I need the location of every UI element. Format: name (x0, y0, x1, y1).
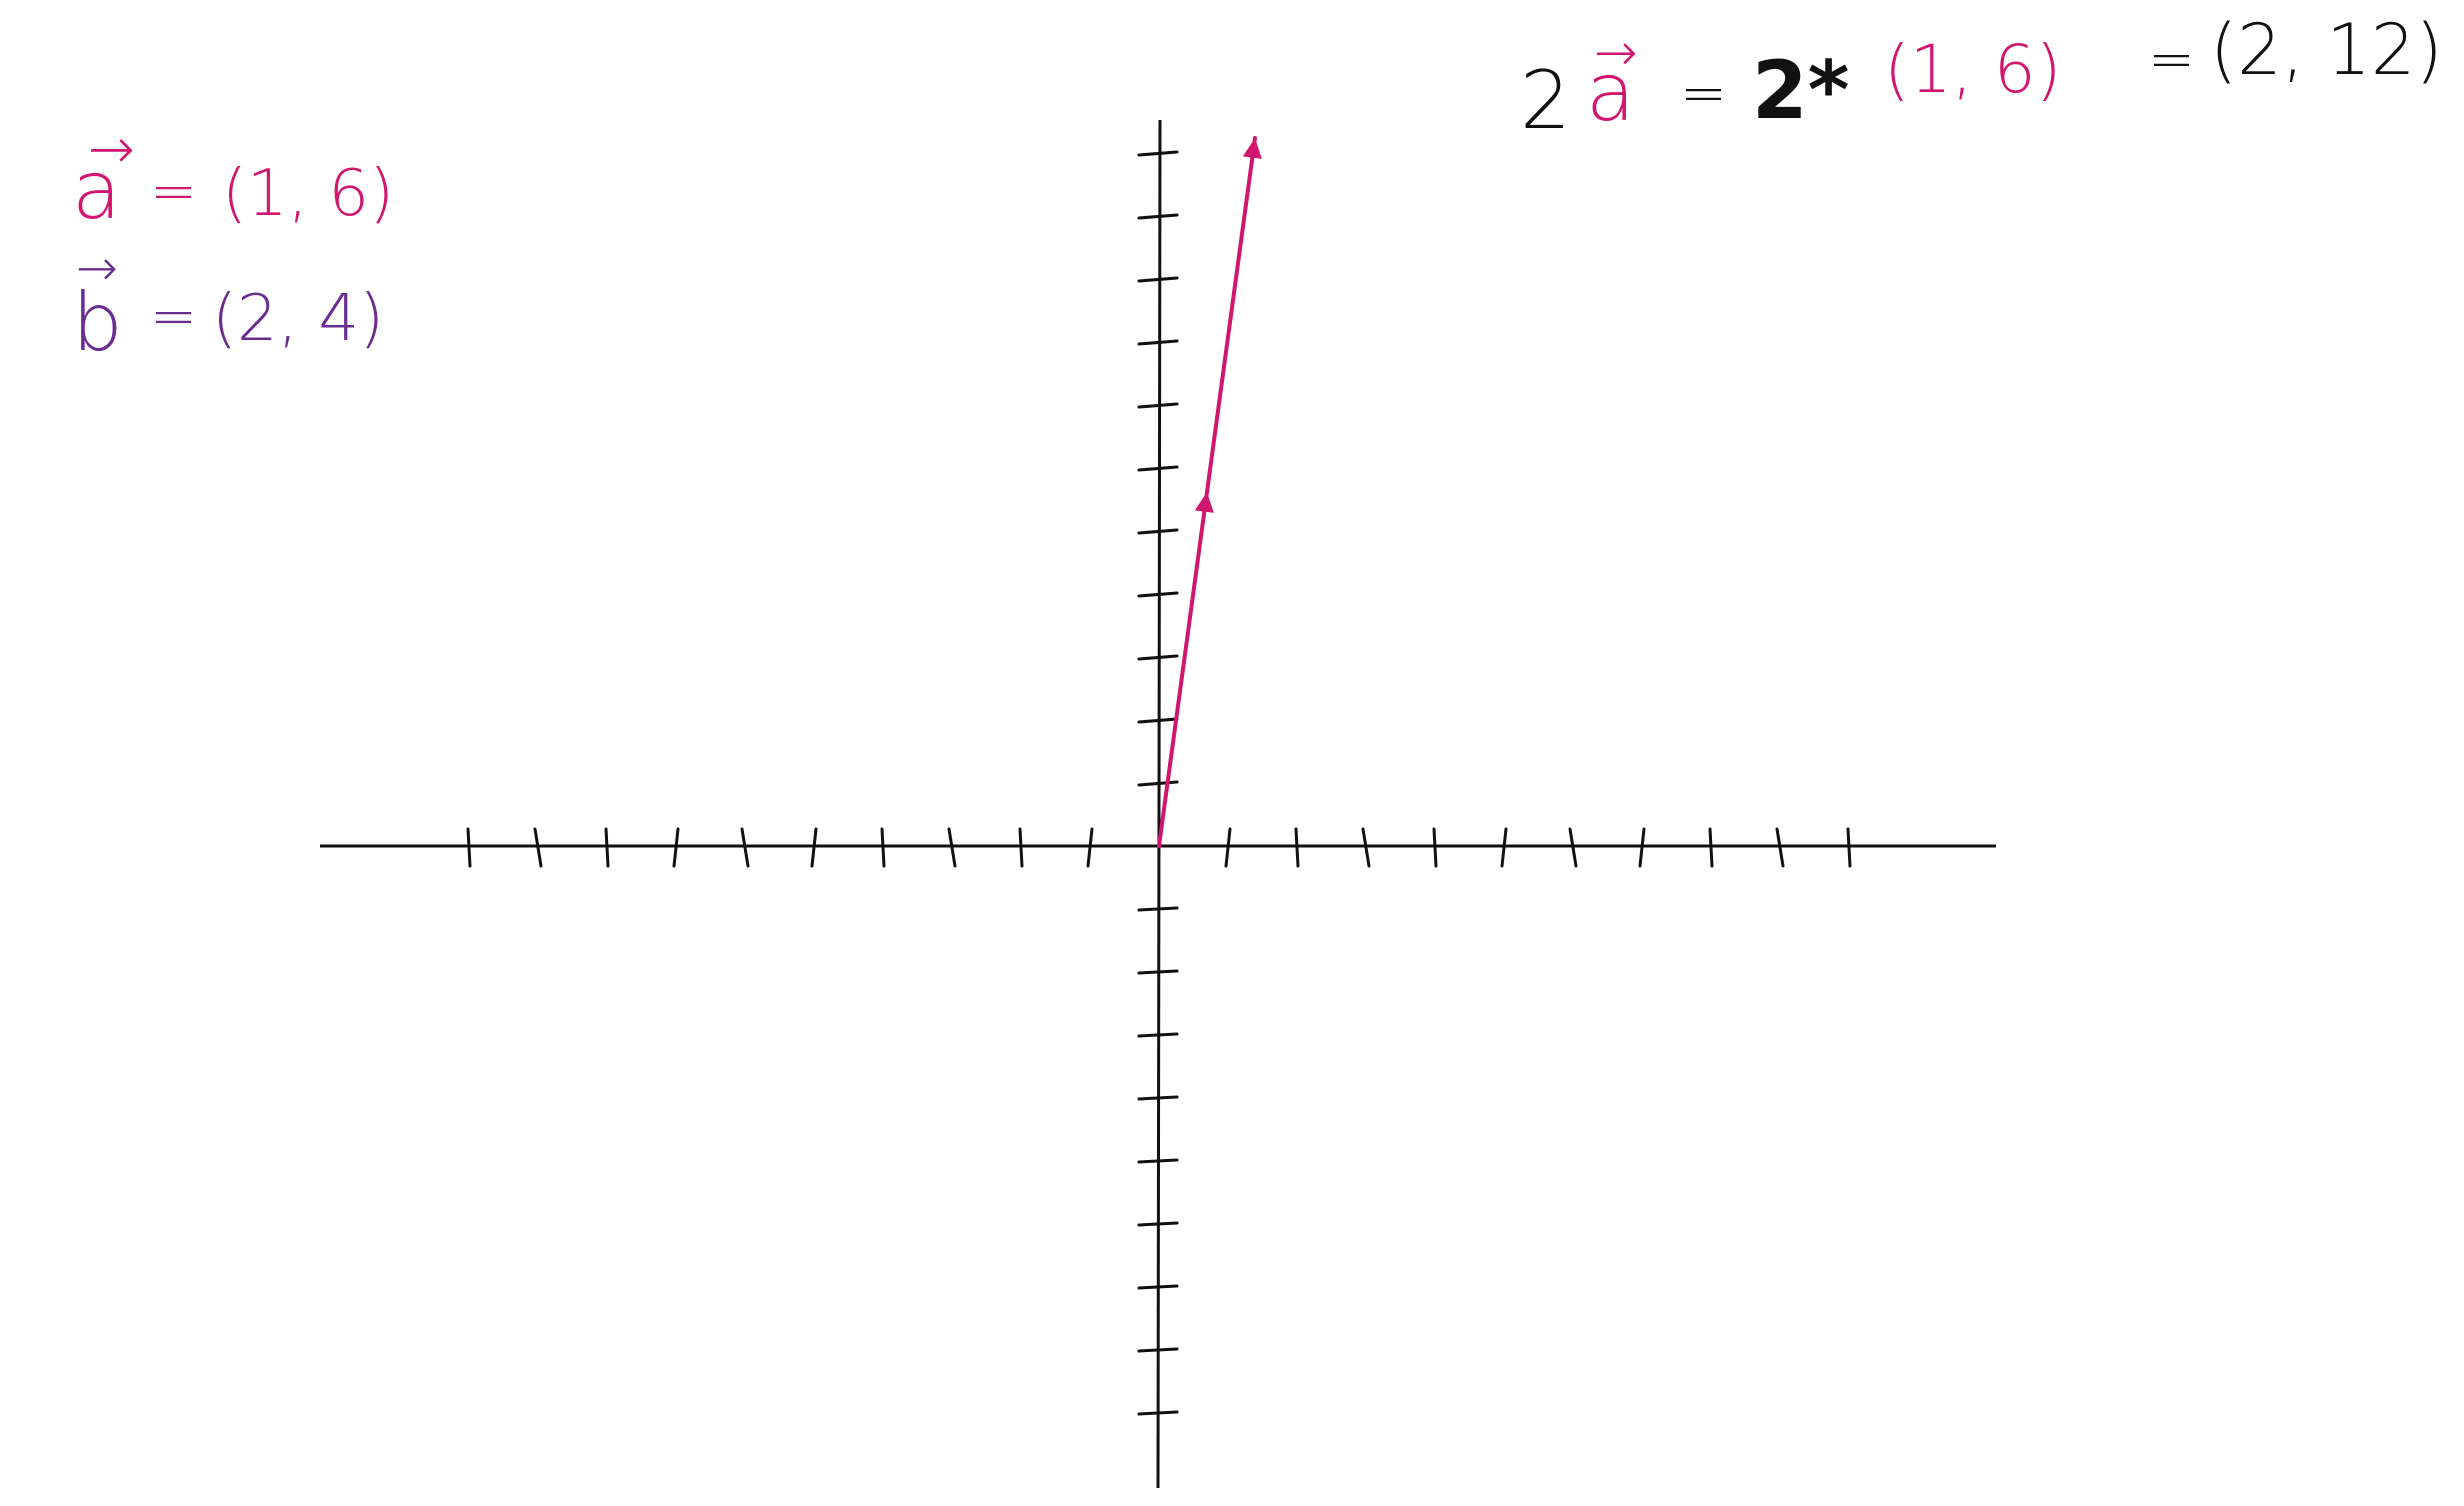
x-tick (880, 827, 886, 868)
y-tick (1137, 528, 1179, 535)
x-tick (1018, 827, 1024, 868)
scalar-multiplication-equation: 2 → a = 2* (1, 6) = (2, 12) (1520, 9, 2443, 147)
x-tick (1432, 827, 1438, 868)
x-tick (810, 827, 818, 868)
y-tick (1137, 780, 1179, 787)
x-tick (1775, 827, 1785, 868)
x-tick (1294, 827, 1300, 868)
vector-a-value: (1, 6) (222, 157, 394, 231)
y-tick (1137, 1095, 1179, 1101)
y-tick (1137, 1347, 1179, 1353)
x-tick (1086, 827, 1094, 868)
y-tick (1137, 1410, 1179, 1416)
vector-b-value: (2, 4) (212, 282, 384, 356)
vector-a-arrowhead-1 (1194, 492, 1214, 513)
x-tick (947, 827, 957, 868)
vector-arrows (1157, 136, 1262, 848)
vector-a-segment-1 (1157, 490, 1209, 848)
vector-a-arrowhead-2 (1242, 138, 1262, 159)
vector-b-definition: → b = (2, 4) (72, 239, 384, 369)
y-tick (1137, 339, 1179, 346)
y-tick (1137, 654, 1179, 661)
y-tick (1137, 1032, 1179, 1038)
x-tick (1638, 827, 1646, 868)
scalar-vector-arrow: → (1594, 23, 1638, 83)
scalar-coefficient: 2 (1520, 54, 1571, 147)
x-tick (1708, 827, 1714, 868)
y-tick (1137, 717, 1179, 724)
x-tick (466, 827, 472, 868)
scalar-equals-2: = (2148, 27, 2195, 92)
y-axis-ticks (1137, 150, 1179, 1416)
y-tick (1137, 276, 1179, 283)
x-tick (604, 827, 610, 868)
vector-a-arrow: → (88, 117, 135, 182)
vector-a-equals: = (150, 159, 197, 224)
y-tick (1137, 591, 1179, 598)
y-tick (1137, 150, 1179, 157)
x-tick (1361, 827, 1371, 868)
x-tick (672, 827, 680, 868)
x-tick (1846, 827, 1852, 868)
vector-a-segment-2 (1205, 136, 1257, 494)
vector-a-name: a (72, 144, 121, 237)
y-tick (1137, 1284, 1179, 1290)
x-tick (533, 827, 543, 868)
x-tick (1568, 827, 1578, 868)
vector-b-name: b (72, 276, 123, 369)
coordinate-axes (320, 119, 1996, 1489)
scalar-vector-name: a (1586, 46, 1635, 139)
vector-b-equals: = (150, 284, 197, 349)
y-axis (1156, 119, 1162, 1489)
vector-b-arrow: → (76, 239, 118, 297)
y-tick (1137, 465, 1179, 472)
scalar-equals-1: = (1680, 61, 1727, 126)
y-tick (1137, 213, 1179, 220)
vector-a-definition: → a = (1, 6) (72, 117, 394, 237)
y-tick (1137, 906, 1179, 912)
y-tick (1137, 969, 1179, 975)
y-tick (1137, 402, 1179, 409)
x-tick (1500, 827, 1508, 868)
y-tick (1137, 1158, 1179, 1164)
scalar-result: (2, 12) (2210, 9, 2443, 91)
x-tick (1224, 827, 1232, 868)
x-axis-ticks (466, 827, 1852, 868)
y-tick (1137, 1221, 1179, 1227)
x-tick (740, 827, 750, 868)
scalar-times: 2* (1752, 44, 1850, 137)
scalar-vector-value: (1, 6) (1884, 31, 2061, 108)
